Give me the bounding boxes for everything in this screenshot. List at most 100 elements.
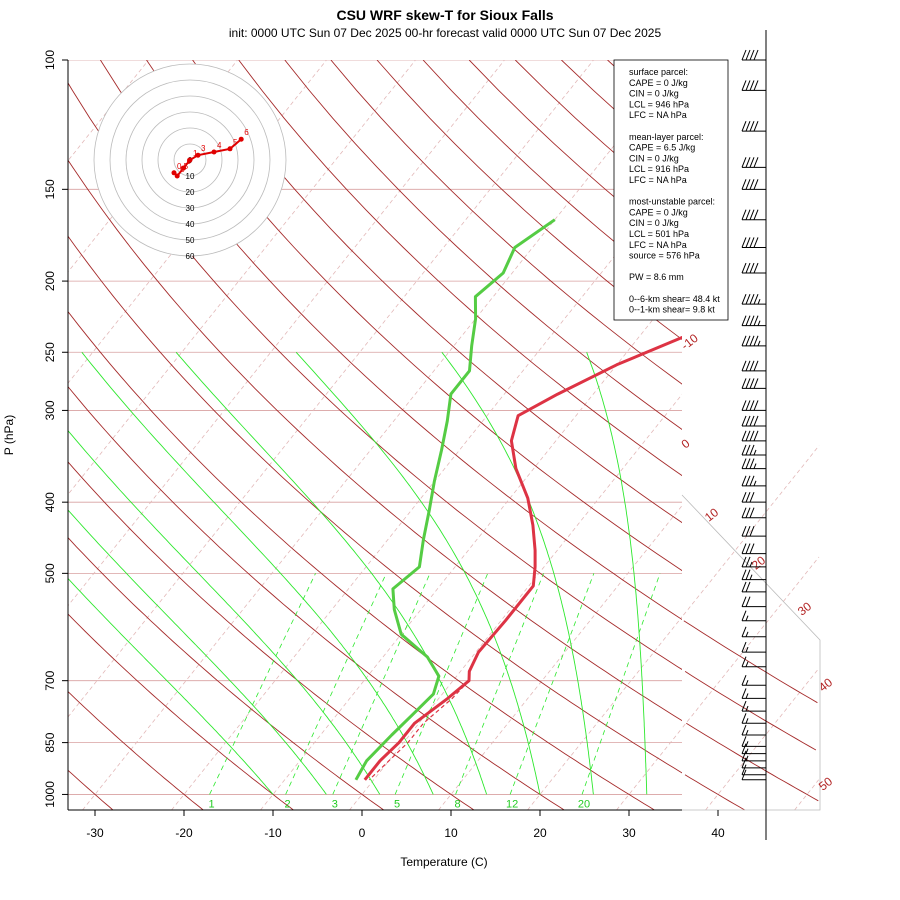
info-box-line: 0--6-km shear= 48.4 kt — [629, 294, 720, 304]
hodograph-point — [227, 146, 233, 152]
hodograph-point-label: 5 — [233, 138, 238, 147]
barb-flag — [749, 360, 755, 372]
wind-barb — [741, 675, 766, 686]
hodograph-ring-label: 50 — [186, 236, 195, 245]
barb-flag — [741, 458, 747, 469]
barb-flag — [749, 157, 755, 168]
wind-barb — [741, 507, 766, 519]
barb-flag — [741, 525, 747, 537]
hodograph-point-label: 6 — [244, 128, 249, 137]
barb-flag — [741, 641, 747, 653]
hodograph-ring — [125, 95, 255, 225]
hodograph-ring — [93, 63, 287, 257]
barb-half-flag — [757, 320, 761, 326]
info-box-line: LCL = 501 hPa — [629, 229, 689, 239]
barb-half-flag — [745, 631, 749, 637]
barb-flag — [741, 769, 747, 780]
isotherm-line — [68, 60, 594, 718]
dry-adiabat — [68, 385, 565, 810]
hodograph-ring-label: 40 — [186, 220, 195, 229]
barb-flag — [741, 556, 747, 568]
info-box-line: CAPE = 6.5 J/kg — [629, 143, 695, 153]
isotherm-extension-line — [682, 556, 820, 728]
wind-barb — [741, 556, 766, 568]
wind-barb — [741, 400, 766, 411]
hodograph-ring — [141, 111, 239, 209]
mixing-ratio-label: 5 — [394, 798, 400, 810]
isotherm-extension — [681, 445, 821, 811]
hodograph-point — [195, 152, 201, 158]
wind-barb — [741, 569, 766, 581]
barb-flag — [741, 293, 747, 305]
dry-adiabat — [68, 235, 682, 774]
hodograph-point — [211, 149, 217, 155]
wind-barb — [741, 769, 766, 781]
dry-adiabat — [68, 690, 204, 810]
info-box-line: CIN = 0 J/kg — [629, 218, 679, 228]
barb-flag — [741, 262, 747, 274]
barb-flag — [745, 315, 751, 326]
barb-flag — [741, 569, 747, 580]
barb-flag — [753, 120, 759, 132]
wind-barb — [741, 430, 766, 442]
barb-half-flag — [745, 693, 749, 699]
barb-flag — [745, 400, 751, 411]
info-box-line: source = 576 hPa — [629, 251, 700, 261]
barb-half-flag — [753, 463, 757, 469]
barb-flag — [749, 378, 755, 389]
dry-adiabat — [192, 60, 682, 524]
y-tick-label: 100 — [43, 50, 57, 70]
barb-flag — [741, 713, 747, 724]
mixing-ratio-line — [509, 573, 595, 795]
info-box-line: most-unstable parcel: — [629, 197, 715, 207]
isotherm-line — [706, 60, 900, 810]
barb-flag — [745, 543, 751, 554]
barb-flag — [749, 491, 755, 503]
barb-flag — [741, 757, 747, 769]
barb-flag — [741, 675, 747, 686]
info-box-line: LFC = NA hPa — [629, 110, 687, 120]
barb-flag — [753, 430, 759, 442]
info-box-line: mean-layer parcel: — [629, 132, 704, 142]
y-tick-label: 400 — [43, 492, 57, 512]
barb-half-flag — [757, 340, 761, 347]
hodograph-point — [181, 165, 187, 171]
y-tick-label: 700 — [43, 670, 57, 690]
barb-flag — [749, 293, 755, 305]
moist-adiabat — [81, 352, 434, 795]
barb-flag — [741, 543, 747, 554]
isotherm-label: 40 — [816, 675, 835, 694]
barb-half-flag — [753, 480, 757, 487]
barb-flag — [741, 415, 747, 427]
series-line-0 — [363, 335, 682, 781]
barb-flag — [745, 157, 751, 168]
barb-flag — [741, 475, 747, 487]
hodograph-ring — [173, 143, 207, 177]
y-tick-label: 300 — [43, 400, 57, 420]
x-tick-label: 0 — [359, 826, 366, 840]
wind-barb — [741, 415, 766, 427]
info-box-line: 0--1-km shear= 9.8 kt — [629, 305, 715, 315]
wind-barb — [741, 120, 766, 132]
sounding-traces — [354, 218, 682, 781]
dry-adiabat — [284, 60, 682, 430]
mixing-ratio-label: 2 — [285, 798, 291, 810]
barb-flag — [749, 209, 755, 220]
barb-flag — [745, 491, 751, 503]
dry-adiabat — [238, 60, 682, 477]
wind-barb — [741, 179, 766, 190]
barb-flag — [745, 556, 751, 568]
dry-adiabat-extension — [684, 774, 745, 811]
barb-flag — [749, 262, 755, 274]
isotherm-label: 10 — [702, 505, 721, 524]
wind-barb — [741, 315, 766, 327]
barb-flag — [745, 596, 751, 607]
barb-flag — [741, 581, 747, 593]
barb-flag — [749, 415, 755, 427]
hodograph-ring-label: 10 — [186, 172, 195, 181]
dry-adiabat — [68, 82, 682, 670]
barb-flag — [753, 49, 759, 61]
wind-barb — [741, 458, 766, 470]
barb-flag — [753, 209, 759, 220]
y-tick-label: 200 — [43, 271, 57, 291]
